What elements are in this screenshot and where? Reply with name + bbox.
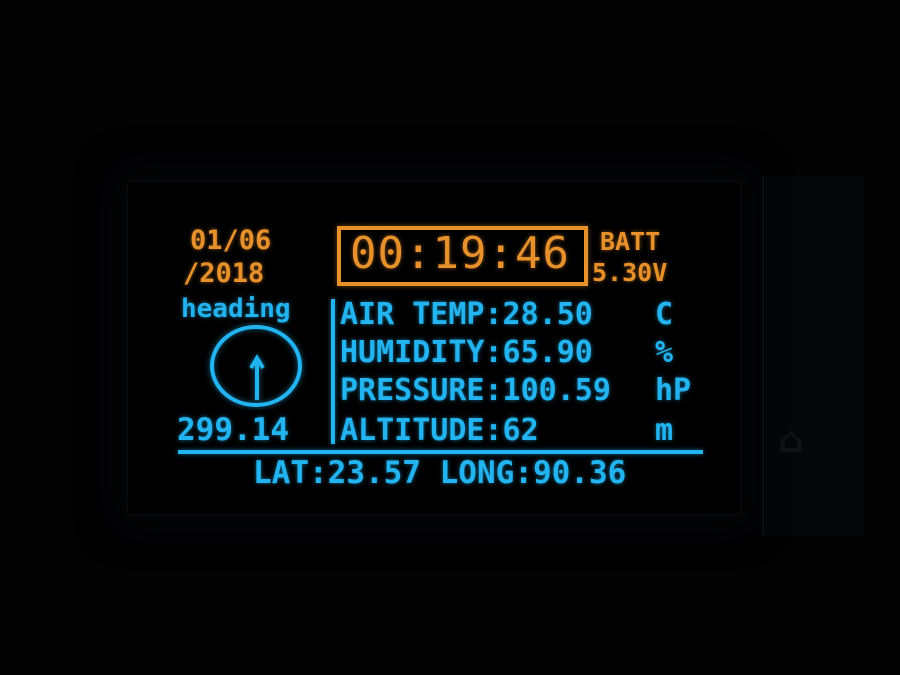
air-temp-unit: C — [655, 297, 674, 332]
pressure-reading: PRESSURE:100.59 — [340, 373, 611, 408]
date-line-2: /2018 — [183, 258, 265, 289]
humidity-unit: % — [655, 335, 674, 370]
air-temp-reading: AIR TEMP:28.50 — [340, 297, 593, 332]
clock-frame — [337, 226, 588, 286]
altitude-reading: ALTITUDE:62 — [340, 413, 539, 448]
date-line-1: 01/06 — [190, 225, 272, 256]
horizontal-divider — [178, 450, 703, 454]
heading-label: heading — [181, 294, 291, 324]
vertical-divider — [331, 299, 335, 444]
casing-marking: ⌂ — [778, 420, 804, 461]
device-casing — [762, 176, 864, 536]
heading-value: 299.14 — [177, 412, 289, 448]
altitude-unit: m — [655, 413, 674, 448]
oled-bezel — [128, 182, 740, 514]
compass-icon — [203, 322, 309, 410]
humidity-reading: HUMIDITY:65.90 — [340, 335, 593, 370]
pressure-unit: hP — [655, 373, 692, 408]
clock-time: 00:19:46 — [350, 228, 570, 279]
battery-label: BATT — [600, 227, 661, 256]
lat-long-readout: LAT:23.57 LONG:90.36 — [253, 455, 627, 491]
battery-value: 5.30V — [592, 258, 668, 287]
